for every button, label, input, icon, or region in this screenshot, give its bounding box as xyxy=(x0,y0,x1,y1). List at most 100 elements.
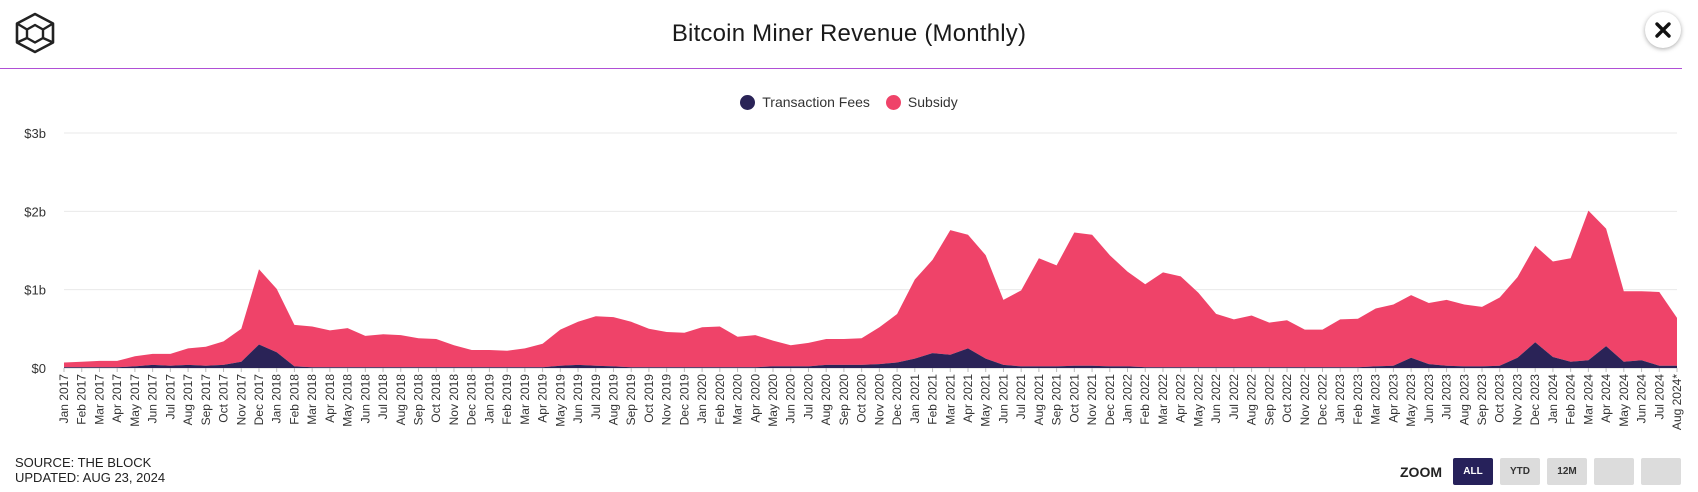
x-tick-label: Jul 2023 xyxy=(1440,374,1454,420)
y-tick-label: $0 xyxy=(32,361,46,376)
x-tick-label: Sep 2021 xyxy=(1050,374,1064,426)
x-tick-label: Aug 2017 xyxy=(181,374,195,426)
x-tick-label: Dec 2022 xyxy=(1315,374,1329,426)
x-tick-label: Mar 2021 xyxy=(943,374,957,425)
x-tick-label: Aug 2024* xyxy=(1670,374,1684,430)
legend-label-fees: Transaction Fees xyxy=(762,94,870,110)
x-tick-label: Dec 2023 xyxy=(1528,374,1542,426)
legend-label-subsidy: Subsidy xyxy=(907,94,958,110)
x-tick-label: Sep 2018 xyxy=(412,374,426,426)
x-tick-label: Jun 2020 xyxy=(784,374,798,424)
x-tick-label: Sep 2019 xyxy=(624,374,638,426)
x-tick-label: Nov 2022 xyxy=(1298,374,1312,426)
x-tick-label: Dec 2020 xyxy=(890,374,904,426)
x-tick-label: Apr 2024 xyxy=(1599,374,1613,423)
x-tick-label: Jun 2017 xyxy=(146,374,160,424)
x-tick-label: Mar 2024 xyxy=(1581,374,1595,425)
x-tick-label: Jan 2022 xyxy=(1121,374,1135,424)
x-tick-label: Mar 2019 xyxy=(518,374,532,425)
x-tick-label: Nov 2021 xyxy=(1085,374,1099,426)
x-tick-label: Mar 2017 xyxy=(92,374,106,425)
x-tick-label: Dec 2018 xyxy=(465,374,479,426)
x-tick-label: Feb 2024 xyxy=(1564,374,1578,425)
series-area-subsidy xyxy=(64,210,1677,368)
x-tick-label: Jul 2022 xyxy=(1227,374,1241,420)
x-tick-label: Dec 2019 xyxy=(677,374,691,426)
updated-line: UPDATED: AUG 23, 2024 xyxy=(15,470,166,485)
area-chart: $0 $1b $2b $3b Jan 2017 Feb 2017 Mar 2017 Apr 2… xyxy=(24,126,1684,430)
x-tick-label: Jul 2018 xyxy=(376,374,390,420)
x-tick-label: Apr 2019 xyxy=(536,374,550,423)
x-tick-label: Mar 2018 xyxy=(305,374,319,425)
x-tick-label: Jul 2019 xyxy=(589,374,603,420)
series-area-fees xyxy=(64,342,1677,368)
x-tick-label: May 2023 xyxy=(1404,374,1418,427)
logo-icon[interactable] xyxy=(14,12,56,54)
x-tick-label: Dec 2017 xyxy=(252,374,266,426)
x-tick-label: Sep 2022 xyxy=(1262,374,1276,426)
y-tick-label: $3b xyxy=(24,126,46,141)
x-tick-label: Jun 2024 xyxy=(1635,374,1649,424)
x-tick-label: Aug 2020 xyxy=(819,374,833,426)
x-tick-label: Nov 2023 xyxy=(1510,374,1524,426)
x-tick-label: Oct 2018 xyxy=(429,374,443,423)
header: Bitcoin Miner Revenue (Monthly) xyxy=(0,0,1698,70)
zoom-extra-button-1[interactable] xyxy=(1594,458,1634,485)
x-tick-label: Mar 2020 xyxy=(731,374,745,425)
y-tick-label: $2b xyxy=(24,204,46,219)
source-note: SOURCE: THE BLOCK UPDATED: AUG 23, 2024 xyxy=(15,455,165,485)
x-tick-label: Jan 2017 xyxy=(57,374,71,424)
x-tick-label: Sep 2017 xyxy=(199,374,213,426)
x-tick-label: Feb 2023 xyxy=(1351,374,1365,425)
x-tick-label: Oct 2017 xyxy=(217,374,231,423)
x-tick-label: May 2018 xyxy=(341,374,355,427)
x-tick-label: Oct 2020 xyxy=(855,374,869,423)
x-tick-label: Feb 2022 xyxy=(1138,374,1152,425)
close-button[interactable] xyxy=(1645,12,1681,48)
x-tick-label: May 2019 xyxy=(553,374,567,427)
x-tick-label: Jan 2024 xyxy=(1546,374,1560,424)
x-tick-label: May 2017 xyxy=(128,374,142,427)
x-tick-label: Dec 2021 xyxy=(1103,374,1117,426)
x-tick-label: Mar 2023 xyxy=(1369,374,1383,425)
x-tick-label: Jul 2017 xyxy=(163,374,177,420)
x-tick-label: Jun 2018 xyxy=(358,374,372,424)
x-tick-label: Apr 2018 xyxy=(323,374,337,423)
x-tick-label: Jan 2019 xyxy=(482,374,496,424)
x-tick-label: Sep 2023 xyxy=(1475,374,1489,426)
legend-item-subsidy[interactable]: Subsidy xyxy=(885,94,958,110)
x-tick-label: Aug 2021 xyxy=(1032,374,1046,426)
x-tick-label: Jan 2021 xyxy=(908,374,922,424)
x-tick-label: Feb 2019 xyxy=(500,374,514,425)
zoom-extra-button-2[interactable] xyxy=(1641,458,1681,485)
x-tick-label: May 2020 xyxy=(766,374,780,427)
x-tick-label: Oct 2021 xyxy=(1067,374,1081,423)
x-tick-label: May 2021 xyxy=(979,374,993,427)
x-tick-label: Feb 2017 xyxy=(75,374,89,425)
x-tick-label: Oct 2022 xyxy=(1280,374,1294,423)
x-tick-label: Nov 2018 xyxy=(447,374,461,426)
zoom-controls: ZOOM ALL YTD 12M xyxy=(1400,458,1681,485)
x-tick-label: Jun 2021 xyxy=(996,374,1010,424)
zoom-12m-button[interactable]: 12M xyxy=(1547,458,1587,485)
x-tick-label: Aug 2018 xyxy=(394,374,408,426)
x-tick-label: Aug 2023 xyxy=(1457,374,1471,426)
x-tick-label: Oct 2019 xyxy=(642,374,656,423)
zoom-ytd-button[interactable]: YTD xyxy=(1500,458,1540,485)
x-tick-label: Sep 2020 xyxy=(837,374,851,426)
x-tick-label: May 2024 xyxy=(1617,374,1631,427)
close-x-icon xyxy=(1655,22,1671,38)
legend-dot-fees xyxy=(740,94,756,110)
zoom-all-button[interactable]: ALL xyxy=(1453,458,1493,485)
x-tick-label: Jan 2023 xyxy=(1333,374,1347,424)
x-tick-label: May 2022 xyxy=(1191,374,1205,427)
legend-item-fees[interactable]: Transaction Fees xyxy=(740,94,870,110)
x-tick-label: Apr 2017 xyxy=(110,374,124,423)
header-divider xyxy=(0,68,1682,69)
x-tick-label: Jul 2024 xyxy=(1652,374,1666,420)
x-tick-label: Apr 2020 xyxy=(748,374,762,423)
x-tick-label: Jan 2018 xyxy=(270,374,284,424)
x-tick-label: Nov 2020 xyxy=(872,374,886,426)
source-line: SOURCE: THE BLOCK xyxy=(15,455,152,470)
chart-title: Bitcoin Miner Revenue (Monthly) xyxy=(671,20,1027,47)
